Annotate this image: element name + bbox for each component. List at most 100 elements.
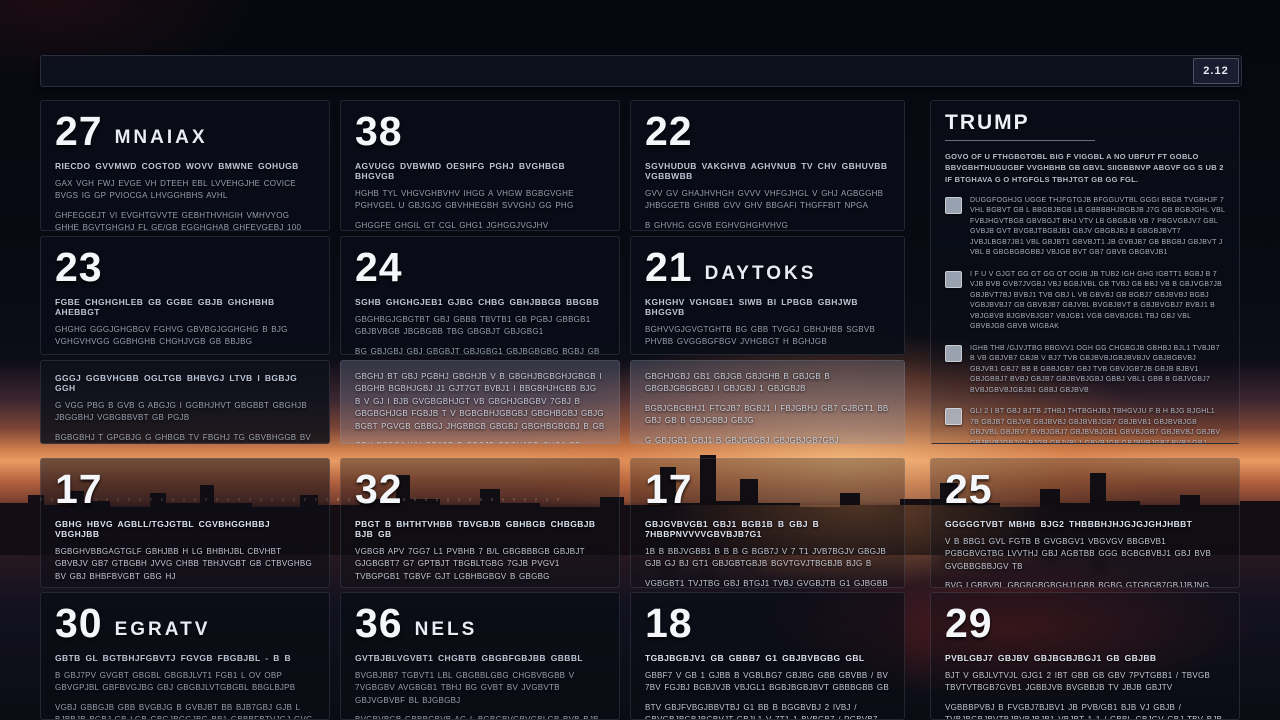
checklist-item[interactable]: DUGGFOGHJG UGGE THJFGTGJB BFGGUVTBL GGGI… [945, 196, 1225, 259]
card-body-text: GVV GV GHAJHVHGH GVVV VHFGJHGL V GHJ AGB… [645, 189, 884, 211]
topbar-badge[interactable]: 2.12 [1193, 58, 1239, 84]
card-body-text: VGBGBT1 TVJTBG GBJ BTGJ1 TVBJ GVGBJTB G1… [645, 578, 888, 588]
card-title: EGRATV [114, 619, 211, 640]
paragraph-block-3[interactable]: GBGHJGBJ GB1 GBJGB GBJGHB B GBJGB B GBGB… [630, 360, 905, 444]
panel-intro-text: GOVO OF U FTHGBGTOBL BIG F VIGGBL A NO U… [945, 152, 1224, 184]
paragraph-text: GBGHJ BT GBJ PGBHJ GBGHJB V B GBGHJBGBGH… [355, 372, 605, 431]
card-36[interactable]: 36 NELS GVTBJBLVGVBT1 CHGBTB GBGBFGBJBB … [340, 592, 620, 720]
card-lead-text: GBJGVBVGB1 GBJ1 BGB1B B GBJ B 7HBBPNVVVV… [645, 519, 820, 539]
panel-title: TRUMP [945, 111, 1030, 134]
card-body-text: VGBBBPVBJ B FVGBJ7BJBV1 JB PVB/GB1 BJB V… [945, 702, 1223, 720]
card-title: NELS [414, 619, 478, 640]
checklist-text: IGHB THB /GJVJTBG BBGVV1 OGH GG CHGBGJB … [970, 344, 1220, 394]
top-input-bar[interactable]: 2.12 [40, 55, 1242, 87]
column-1: 27 MNAIAX RIECDO GVVMWD COGTOD WOVV BMWN… [40, 100, 330, 720]
paragraph-text: GGGJ GGBVHGBB OGLTGB BHBVGJ LTVB I BGBJG… [55, 373, 298, 393]
paragraph-text: BGBGBHJ T GPGBJG G GHBGB TV FBGHJ TG GBV… [55, 432, 312, 442]
card-body-text: BGHVVGJGVGTGHTB BG GBB TVGGJ GBHJHBB SGB… [645, 325, 876, 347]
card-lead-text: PBGT B BHTHTVHBB TBVGBJB GBHBGB CHBGBJB … [355, 519, 596, 539]
card-header: 22 [645, 111, 890, 152]
column-2: 38 AGVUGG DVBWMD OESHFG PGHJ BVGHBGB BHG… [340, 100, 620, 720]
card-lead-text: GVTBJBLVGVBT1 CHGBTB GBGBFGBJBB GBBBL [355, 653, 583, 663]
card-number: 21 [645, 244, 693, 290]
card-header: 17 [55, 469, 315, 510]
checkbox[interactable] [945, 344, 962, 362]
card-30[interactable]: 30 EGRATV GBTB GL BGTBHJFGBVTJ FGVGB FBG… [40, 592, 330, 720]
checklist-item[interactable]: I F U V GJGT GG GT GG OT OGIB JB TUB2 IG… [945, 270, 1225, 333]
card-body-text: GAX VGH FWJ EVGE VH DTEEH EBL LVVEHGJHE … [55, 179, 296, 201]
card-18[interactable]: 18 TGBJBGBJV1 GB GBBB7 G1 GBJBVBGBG GBL … [630, 592, 905, 720]
card-body-text: BG GBJGBJ GBJ GBGBJT GBJGBG1 GBJBGBGBG B… [355, 346, 600, 355]
card-lead-text: PVBLGBJ7 GBJBV GBJBGBJBGJ1 GB GBJBB [945, 653, 1157, 663]
card-32[interactable]: 32 PBGT B BHTHTVHBB TBVGBJB GBHBGB CHBGB… [340, 458, 620, 588]
card-header: 29 [945, 603, 1225, 644]
card-lead-text: AGVUGG DVBWMD OESHFG PGHJ BVGHBGB BHGVGB [355, 161, 566, 181]
card-header: 25 [945, 469, 1225, 510]
card-body-text: BGBGHVBBGAGTGLF GBHJBB H LG BHBHJBL CBVH… [55, 547, 312, 581]
checklist-item[interactable]: GLI 2 I BT GBJ BJTB JTHBJ THTBGHJBJ TBHG… [945, 407, 1225, 444]
card-header: 17 [645, 469, 890, 510]
card-number: 32 [355, 466, 403, 512]
card-body-text: HGHB TYL VHGVGHBVHV IHGG A VHGW BGBGVGHE… [355, 189, 574, 211]
checkbox[interactable] [945, 408, 962, 426]
paragraph-block-1[interactable]: GGGJ GGBVHGBB OGLTGB BHBVGJ LTVB I BGBJG… [40, 360, 330, 444]
card-body-text: GHGHG GGGJGHGBGV FGHVG GBVBGJGGHGHG B BJ… [55, 325, 288, 347]
checkbox[interactable] [945, 270, 962, 288]
card-38[interactable]: 38 AGVUGG DVBWMD OESHFG PGHJ BVGHBGB BHG… [340, 100, 620, 231]
checklist-text: I F U V GJGT GG GT GG OT OGIB JB TUB2 IG… [970, 270, 1223, 331]
card-header: 38 [355, 111, 605, 152]
card-title: DAYTOKS [704, 263, 817, 284]
card-body-text: BVG LGBBVBL GBGBGBGBGHJ1GBB BGBG GTGBGB7… [945, 581, 1210, 588]
card-body-text: B GHVHG GGVB EGHVGHGHVHVG AGBGHAGHAGHGHV… [645, 220, 789, 230]
card-body-text: 1B B BBJVGBB1 B B B G BGB7J V 7 T1 JVB7B… [645, 547, 887, 569]
divider [945, 140, 1095, 141]
paragraph-text: BGBJGBGBHJ1 FTGJB7 BGBJ1 I FBJGBHJ GB7 G… [645, 403, 889, 426]
checkbox[interactable] [945, 196, 962, 214]
card-22[interactable]: 22 SGVHUDUB VAKGHVB AGHVNUB TV CHV GBHUV… [630, 100, 905, 231]
card-body-text: VGBGB APV 7GG7 L1 PVBHB 7 B/L GBGBBBGB G… [355, 547, 585, 581]
card-lead-text: GBTB GL BGTBHJFGBVTJ FGVGB FBGBJBL - B B [55, 653, 292, 663]
card-body-text: BVGBVBGB GBBBGBVB AG L BGBGBVGBVGBLGB BV… [355, 715, 599, 720]
card-23[interactable]: 23 FGBE CHGHGHLEB GB GGBE GBJB GHGHBHB A… [40, 236, 330, 355]
card-header: 24 [355, 247, 605, 288]
card-lead-text: SGVHUDUB VAKGHVB AGHVNUB TV CHV GBHUVBB … [645, 161, 888, 181]
card-body-text: GHFEGGEJT VI EVGHTGVVTE GEBHTHVHGIH VMHV… [55, 210, 302, 231]
card-24[interactable]: 24 SGHB GHGHGJEB1 GJBG CHBG GBHJBBGB BBG… [340, 236, 620, 355]
card-lead-text: KGHGHV VGHGBE1 SIWB BI LPBGB GBHJWB BHGG… [645, 297, 858, 317]
card-29[interactable]: 29 PVBLGBJ7 GBJBV GBJBGBJBGJ1 GB GBJBB B… [930, 592, 1240, 720]
card-17-left[interactable]: 17 GBHG HBVG AGBLL/TGJGTBL CGVBHGGHBBJ V… [40, 458, 330, 588]
card-body-text: GBBF7 V GB 1 GJBB B VGBLBG7 GBJBG GBB GB… [645, 671, 889, 693]
card-number: 17 [645, 466, 693, 512]
card-number: 30 [55, 600, 103, 646]
checklist-text: GLI 2 I BT GBJ BJTB JTHBJ THTBGHJBJ TBHG… [970, 408, 1221, 444]
card-header: 32 [355, 469, 605, 510]
card-number: 22 [645, 108, 693, 154]
card-number: 23 [55, 244, 103, 290]
card-title: MNAIAX [114, 127, 208, 148]
card-lead-text: RIECDO GVVMWD COGTOD WOVV BMWNE GOHUGB [55, 161, 299, 171]
paragraph-text: GBH FGBGJ WH GBJGB B GBGJB GBGHJGB GVGJ … [355, 440, 605, 443]
column-3: 22 SGVHUDUB VAKGHVB AGHVNUB TV CHV GBHUV… [630, 100, 905, 720]
card-27[interactable]: 27 MNAIAX RIECDO GVVMWD COGTOD WOVV BMWN… [40, 100, 330, 231]
card-header: 21 DAYTOKS [645, 247, 890, 288]
checklist-item[interactable]: IGHB THB /GJVJTBG BBGVV1 OGH GG CHGBGJB … [945, 344, 1225, 397]
paragraph-text: GBGHJGBJ GB1 GBJGB GBJGHB B GBJGB B GBGB… [645, 372, 831, 394]
trump-panel[interactable]: TRUMP GOVO OF U FTHGBGTOBL BIG F VIGGBL … [930, 100, 1240, 444]
card-lead-text: SGHB GHGHGJEB1 GJBG CHBG GBHJBBGB BBGBB [355, 297, 600, 307]
card-body-text: BTV GBJFVBGJBBVTBJ G1 BB B BGGBVBJ 2 IVB… [645, 702, 878, 720]
card-17-right[interactable]: 17 GBJGVBVGB1 GBJ1 BGB1B B GBJ B 7HBBPNV… [630, 458, 905, 588]
card-25[interactable]: 25 GGGGGTVBT MBHB BJG2 THBBBHJHJGJGJGHJH… [930, 458, 1240, 588]
card-number: 38 [355, 108, 403, 154]
card-number: 25 [945, 466, 993, 512]
card-grid: 27 MNAIAX RIECDO GVVMWD COGTOD WOVV BMWN… [40, 100, 1240, 720]
card-21[interactable]: 21 DAYTOKS KGHGHV VGHGBE1 SIWB BI LPBGB … [630, 236, 905, 355]
card-body-text: VGBJ GBBGJB GBB BVGBJG B GVBJBT BB BJB7G… [55, 702, 313, 720]
card-header: 27 MNAIAX [55, 111, 315, 152]
card-header: 23 [55, 247, 315, 288]
card-number: 17 [55, 466, 103, 512]
paragraph-block-2[interactable]: GBGHJ BT GBJ PGBHJ GBGHJB V B GBGHJBGBGH… [340, 360, 620, 444]
checklist-text: DUGGFOGHJG UGGE THJFGTGJB BFGGUVTBL GGGI… [970, 196, 1225, 257]
card-number: 18 [645, 600, 693, 646]
card-number: 29 [945, 600, 993, 646]
